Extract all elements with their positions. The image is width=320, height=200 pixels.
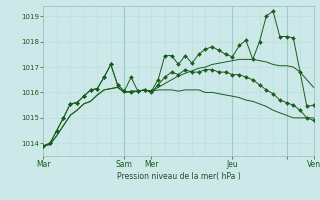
X-axis label: Pression niveau de la mer( hPa ): Pression niveau de la mer( hPa )	[116, 172, 240, 181]
